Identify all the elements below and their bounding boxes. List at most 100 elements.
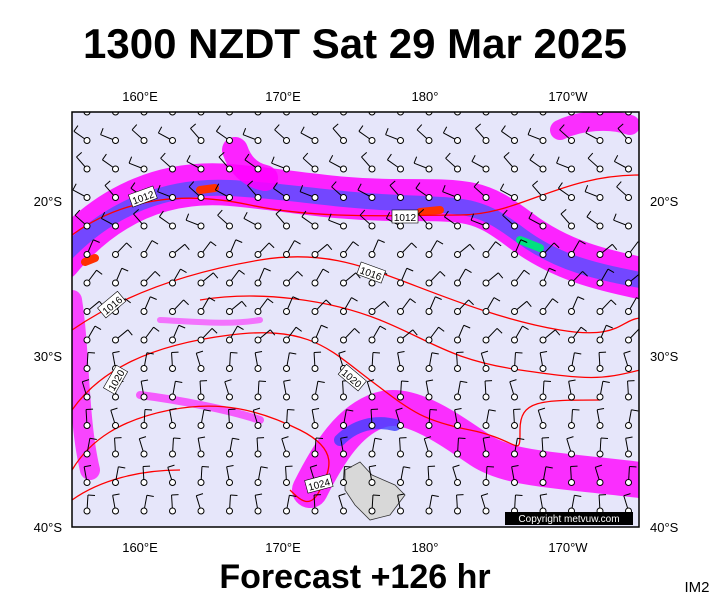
barb-flag [338, 350, 346, 354]
copyright-box [505, 512, 633, 525]
barb-flag [188, 181, 195, 188]
barb-flag [553, 242, 560, 249]
barb-flag [584, 184, 589, 192]
station [112, 251, 119, 258]
barb-flag [540, 351, 548, 354]
station [511, 479, 518, 486]
station [482, 251, 490, 258]
barb-flag [595, 464, 603, 468]
station [625, 308, 632, 315]
barb-flag [332, 123, 339, 129]
barb-staff [314, 112, 315, 113]
station [254, 365, 262, 372]
station [425, 450, 433, 458]
barb-flag [488, 409, 496, 412]
barb-flag [153, 326, 160, 332]
barb-flag [312, 408, 320, 411]
barb-flag [328, 155, 334, 162]
station [226, 279, 233, 287]
barb-flag [424, 436, 432, 440]
barb-flag [321, 324, 328, 329]
station [226, 165, 233, 173]
barb-flag [255, 351, 263, 354]
station [283, 365, 290, 372]
barb-flag [188, 97, 192, 103]
station [169, 251, 176, 258]
barb-flag [442, 126, 448, 134]
station [625, 450, 632, 458]
station [83, 479, 91, 486]
station [539, 137, 547, 144]
barb-flag [470, 213, 475, 221]
station [112, 450, 119, 458]
isobar-label-box [356, 261, 386, 284]
station [197, 222, 205, 230]
barb-flag [322, 268, 330, 274]
barb-flag [157, 126, 163, 134]
station [311, 194, 319, 201]
barb-flag [545, 466, 553, 469]
barb-flag [208, 297, 216, 302]
barb-staff [285, 112, 287, 113]
barb-flag [426, 379, 434, 382]
station [454, 336, 461, 344]
station [397, 279, 404, 287]
barb-flag [96, 269, 103, 275]
barb-staff [200, 112, 201, 113]
station [112, 336, 119, 344]
wind-barbs [72, 97, 645, 515]
top-lon-label: 180° [412, 89, 439, 104]
station [482, 365, 490, 372]
barb-flag [94, 325, 102, 331]
barb-flag [169, 408, 177, 411]
station [425, 308, 433, 315]
barb-flag [210, 241, 217, 247]
station [340, 251, 347, 258]
station [425, 194, 433, 201]
station [254, 165, 262, 173]
station [482, 165, 490, 173]
station [425, 165, 433, 173]
barb-flag [224, 379, 232, 383]
station [140, 336, 148, 344]
barb-flag [640, 328, 645, 333]
barb-flag [211, 328, 218, 334]
station [340, 450, 347, 458]
barb-flag [146, 494, 154, 498]
station [397, 422, 404, 429]
station [112, 194, 119, 201]
barb-flag [415, 182, 421, 189]
station [482, 279, 490, 287]
station [169, 165, 176, 173]
barb-flag [267, 298, 274, 304]
barb-flag [247, 180, 254, 186]
barb-flag [556, 156, 560, 164]
station [368, 308, 376, 315]
station [283, 308, 290, 315]
barb-flag [212, 272, 219, 279]
barb-flag [471, 155, 476, 162]
barb-flag [112, 351, 120, 354]
station [539, 222, 547, 230]
barb-flag [509, 379, 517, 383]
barb-staff [114, 112, 116, 113]
station [112, 222, 119, 230]
station [311, 365, 319, 372]
isobar-label: 1012 [391, 209, 419, 224]
station [568, 165, 575, 173]
barb-flag [403, 466, 411, 469]
barb-staff [370, 112, 372, 113]
barb-flag [523, 269, 530, 275]
barb-flag [357, 183, 362, 191]
barb-flag [452, 464, 460, 468]
barb-flag [237, 325, 244, 331]
top-lon-label: 160°E [122, 89, 158, 104]
station [169, 336, 176, 344]
barb-flag [369, 465, 377, 468]
station [482, 336, 490, 344]
station [625, 336, 632, 344]
station [454, 251, 461, 258]
barb-flag [416, 124, 423, 131]
station [454, 222, 461, 230]
barb-staff [570, 112, 572, 113]
